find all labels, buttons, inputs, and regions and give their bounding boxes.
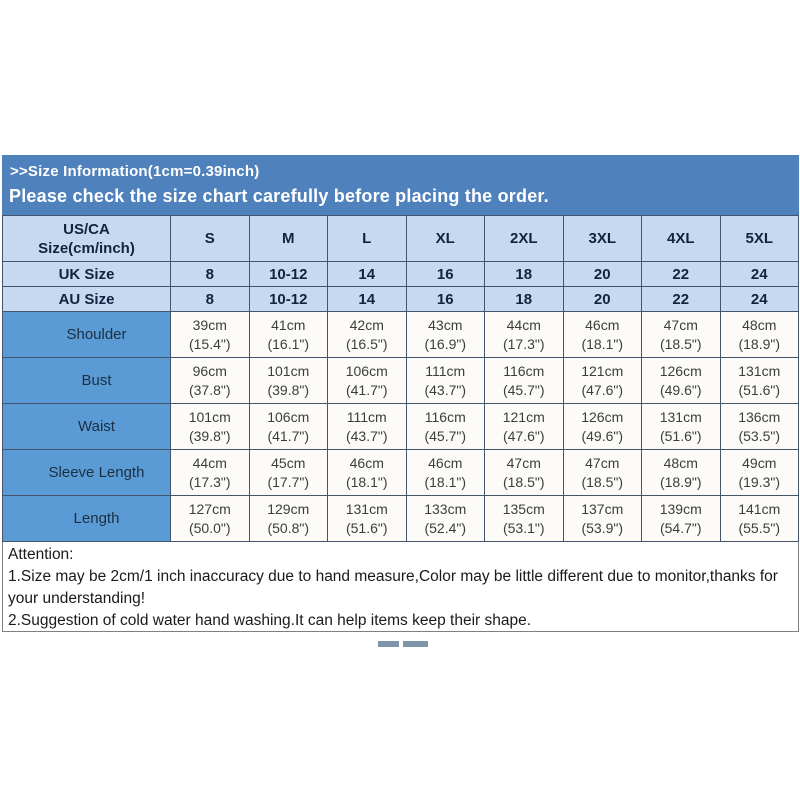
measurement-cell: 127cm (50.0")	[170, 495, 250, 542]
title-band: >>Size Information(1cm=0.39inch) Please …	[2, 155, 799, 215]
au-size-label: AU Size	[2, 286, 171, 312]
size-column-header-s: S	[170, 215, 250, 262]
measurement-cell: 39cm (15.4")	[170, 311, 250, 358]
uk-size-value: 10-12	[248, 261, 328, 287]
au-size-value: 18	[484, 286, 564, 312]
au-size-value: 8	[170, 286, 250, 312]
attention-note-1: 1.Size may be 2cm/1 inch inaccuracy due …	[8, 568, 778, 607]
size-chart-table: US/CA Size(cm/inch) S M L XL 2XL 3XL 4XL…	[2, 215, 799, 542]
measurement-cell: 101cm (39.8")	[170, 403, 250, 450]
attention-heading: Attention:	[8, 546, 74, 563]
size-column-header-m: M	[248, 215, 328, 262]
size-column-header-3xl: 3XL	[562, 215, 642, 262]
measurement-label: Bust	[2, 357, 171, 404]
size-header-row: US/CA Size(cm/inch) S M L XL 2XL 3XL 4XL…	[2, 215, 799, 262]
uk-size-row: UK Size 8 10-12 14 16 18 20 22 24	[2, 261, 799, 287]
measurement-cell: 96cm (37.8")	[170, 357, 250, 404]
measurement-cell: 47cm (18.5")	[562, 449, 642, 496]
measurement-cell: 141cm (55.5")	[719, 495, 799, 542]
measurement-row-waist: Waist 101cm (39.8") 106cm (41.7") 111cm (43…	[2, 403, 799, 450]
measurement-cell: 131cm (51.6")	[641, 403, 721, 450]
uk-size-value: 16	[405, 261, 485, 287]
measurement-cell: 44cm (17.3")	[484, 311, 564, 358]
measurement-label: Waist	[2, 403, 171, 450]
measurement-cell: 116cm (45.7")	[484, 357, 564, 404]
measurement-cell: 46cm (18.1")	[562, 311, 642, 358]
measurement-cell: 126cm (49.6")	[641, 357, 721, 404]
measurement-cell: 133cm (52.4")	[405, 495, 485, 542]
uk-size-label: UK Size	[2, 261, 171, 287]
corner-header-cell: US/CA Size(cm/inch)	[2, 215, 171, 262]
measurement-row-shoulder: Shoulder 39cm (15.4") 41cm (16.1") 42cm (16…	[2, 311, 799, 358]
corner-header-line1: US/CA	[63, 220, 110, 238]
cropped-image-fragment	[378, 641, 428, 647]
uk-size-value: 20	[562, 261, 642, 287]
size-column-header-2xl: 2XL	[484, 215, 564, 262]
measurement-cell: 126cm (49.6")	[562, 403, 642, 450]
measurement-cell: 48cm (18.9")	[641, 449, 721, 496]
measurement-cell: 129cm (50.8")	[248, 495, 328, 542]
size-chart-sheet: >>Size Information(1cm=0.39inch) Please …	[2, 155, 799, 632]
uk-size-value: 18	[484, 261, 564, 287]
measurement-row-bust: Bust 96cm (37.8") 101cm (39.8") 106cm (41.7…	[2, 357, 799, 404]
measurement-cell: 131cm (51.6")	[719, 357, 799, 404]
measurement-cell: 111cm (43.7")	[405, 357, 485, 404]
measurement-cell: 116cm (45.7")	[405, 403, 485, 450]
measurement-cell: 42cm (16.5")	[327, 311, 407, 358]
measurement-row-length: Length 127cm (50.0") 129cm (50.8") 131cm (5…	[2, 495, 799, 542]
measurement-label: Shoulder	[2, 311, 171, 358]
au-size-value: 20	[562, 286, 642, 312]
measurement-label: Length	[2, 495, 171, 542]
measurement-row-sleeve-length: Sleeve Length 44cm (17.3") 45cm (17.7") 46…	[2, 449, 799, 496]
attention-note-2: 2.Suggestion of cold water hand washing.…	[8, 612, 532, 629]
size-column-header-xl: XL	[405, 215, 485, 262]
measurement-cell: 46cm (18.1")	[327, 449, 407, 496]
measurement-cell: 44cm (17.3")	[170, 449, 250, 496]
measurement-cell: 121cm (47.6")	[562, 357, 642, 404]
au-size-value: 14	[327, 286, 407, 312]
uk-size-value: 8	[170, 261, 250, 287]
order-notice-text: Please check the size chart carefully be…	[9, 186, 549, 206]
measurement-cell: 139cm (54.7")	[641, 495, 721, 542]
measurement-cell: 43cm (16.9")	[405, 311, 485, 358]
measurement-cell: 137cm (53.9")	[562, 495, 642, 542]
uk-size-value: 24	[719, 261, 799, 287]
au-size-value: 16	[405, 286, 485, 312]
measurement-cell: 106cm (41.7")	[248, 403, 328, 450]
size-column-header-l: L	[327, 215, 407, 262]
corner-header-line2: Size(cm/inch)	[38, 239, 135, 257]
size-information-title: >>Size Information(1cm=0.39inch)	[10, 163, 260, 180]
measurement-label: Sleeve Length	[2, 449, 171, 496]
measurement-cell: 131cm (51.6")	[327, 495, 407, 542]
au-size-value: 24	[719, 286, 799, 312]
measurement-cell: 111cm (43.7")	[327, 403, 407, 450]
measurement-cell: 121cm (47.6")	[484, 403, 564, 450]
measurement-cell: 101cm (39.8")	[248, 357, 328, 404]
measurement-cell: 49cm (19.3")	[719, 449, 799, 496]
au-size-value: 10-12	[248, 286, 328, 312]
size-column-header-5xl: 5XL	[719, 215, 799, 262]
measurement-cell: 48cm (18.9")	[719, 311, 799, 358]
uk-size-value: 22	[641, 261, 721, 287]
measurement-cell: 136cm (53.5")	[719, 403, 799, 450]
measurement-cell: 45cm (17.7")	[248, 449, 328, 496]
measurement-cell: 47cm (18.5")	[641, 311, 721, 358]
attention-notes: Attention: 1.Size may be 2cm/1 inch inac…	[2, 542, 799, 632]
measurement-cell: 106cm (41.7")	[327, 357, 407, 404]
au-size-value: 22	[641, 286, 721, 312]
uk-size-value: 14	[327, 261, 407, 287]
size-column-header-4xl: 4XL	[641, 215, 721, 262]
measurement-cell: 47cm (18.5")	[484, 449, 564, 496]
au-size-row: AU Size 8 10-12 14 16 18 20 22 24	[2, 286, 799, 312]
measurement-cell: 135cm (53.1")	[484, 495, 564, 542]
measurement-cell: 41cm (16.1")	[248, 311, 328, 358]
measurement-cell: 46cm (18.1")	[405, 449, 485, 496]
